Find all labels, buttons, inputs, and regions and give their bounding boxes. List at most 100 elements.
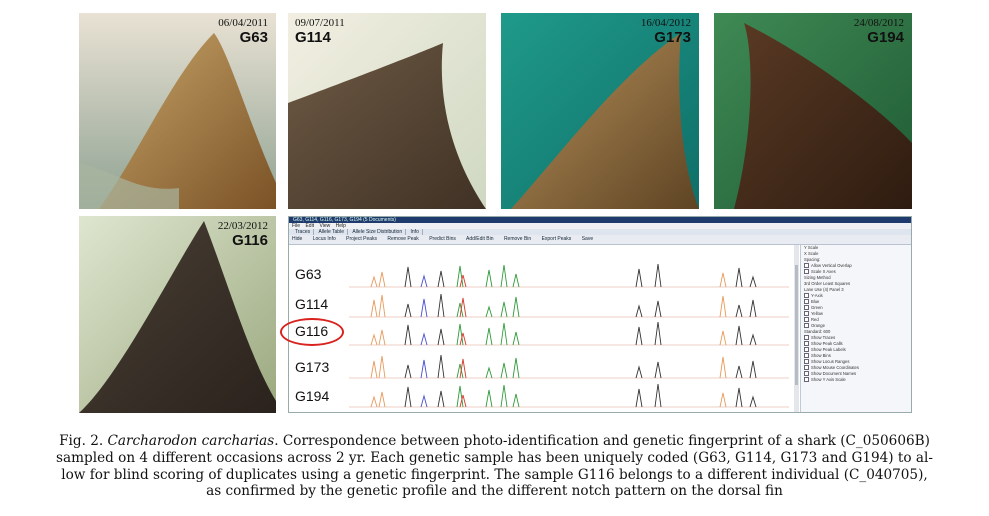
y-scale-control[interactable]: Y Scale xyxy=(804,245,819,250)
sample-label-g173: G173 xyxy=(295,359,330,375)
menu-view[interactable]: View xyxy=(319,223,331,229)
trace-area: G63 G114 G116 G173 G194 xyxy=(289,245,796,412)
trace-peak xyxy=(485,305,493,318)
trace-peak xyxy=(378,271,386,288)
trace-peak xyxy=(456,323,464,346)
photo-date: 22/03/2012 xyxy=(217,220,268,232)
trace-peak xyxy=(420,274,428,288)
trace-peak xyxy=(735,267,743,288)
menu-edit[interactable]: Edit xyxy=(305,223,315,229)
photo-date: 06/04/2011 xyxy=(218,17,268,29)
caption-line-3: low for blind scoring of duplicates usin… xyxy=(61,466,928,483)
photo-sample-id: G114 xyxy=(295,29,331,46)
trace-peak xyxy=(500,322,508,346)
remove-bin-button[interactable]: Remove Bin xyxy=(503,236,532,242)
trace-peak xyxy=(437,354,445,379)
trace-peak xyxy=(459,332,467,346)
trace-peak xyxy=(512,331,520,346)
trace-peak xyxy=(456,265,464,288)
trace-peak xyxy=(378,294,386,318)
caption-line-1: Fig. 2. Carcharodon carcharias. Correspo… xyxy=(0,433,989,450)
green-dye-checkbox[interactable]: Green xyxy=(801,305,911,311)
scale-x-axes-checkbox[interactable]: Scale X Axes xyxy=(801,269,911,275)
sizing-method-select[interactable]: 3rd Order Least Squares xyxy=(804,281,851,286)
trace-peak xyxy=(749,275,757,288)
trace-peak xyxy=(719,356,727,379)
photo-sample-id: G63 xyxy=(239,29,268,46)
trace-peak xyxy=(485,366,493,379)
trace-peak xyxy=(370,333,378,346)
trace-peak xyxy=(654,263,662,288)
photo-sample-id: G173 xyxy=(654,29,691,46)
trace-scrollbar[interactable] xyxy=(794,245,799,412)
trace-peak xyxy=(437,328,445,346)
trace-peak xyxy=(404,266,412,288)
trace-peak xyxy=(500,264,508,288)
trace-peak xyxy=(404,324,412,346)
photo-g116: 22/03/2012 G116 xyxy=(79,216,276,413)
trace-peak xyxy=(512,393,520,408)
caption-line-1-rest: . Correspondence between photo-identific… xyxy=(274,433,930,449)
trace-peak xyxy=(437,390,445,408)
trace-peak xyxy=(512,357,520,379)
fin-image-g63 xyxy=(79,13,276,209)
allow-vertical-overlap-checkbox[interactable]: Allow Vertical Overlap xyxy=(801,263,911,269)
save-button[interactable]: Save xyxy=(581,236,594,242)
trace-peak xyxy=(459,394,467,408)
spacing-control[interactable]: Spacing: xyxy=(804,257,821,262)
x-scale-control[interactable]: X Scale xyxy=(804,251,819,256)
trace-peak xyxy=(749,333,757,346)
tab-info[interactable]: Info xyxy=(408,229,423,235)
caption-line-2: sampled on 4 different occasions across … xyxy=(56,449,933,466)
sample-label-g63: G63 xyxy=(295,266,322,282)
red-dye-checkbox[interactable]: Red xyxy=(801,317,911,323)
show-document-names-checkbox[interactable]: Show Document Names xyxy=(801,371,911,377)
menu-bar: File Edit View Help xyxy=(289,223,911,229)
trace-peak xyxy=(437,270,445,288)
trace-peak xyxy=(404,386,412,408)
trace-peak xyxy=(378,355,386,379)
genotyping-software-window: G63, G114, G116, G173, G194 (5 Documents… xyxy=(288,216,912,413)
export-peaks-button[interactable]: Export Peaks xyxy=(541,236,572,242)
show-y-axis-scale-checkbox[interactable]: Show Y Axis Scale xyxy=(801,377,911,383)
show-bins-checkbox[interactable]: Show Bins xyxy=(801,353,911,359)
trace-peak xyxy=(456,363,464,379)
trace-peak xyxy=(370,395,378,408)
add-edit-bin-button[interactable]: Add/Edit Bin xyxy=(466,236,494,242)
project-peaks-button[interactable]: Project Peaks xyxy=(346,236,378,242)
trace-peak xyxy=(420,298,428,318)
trace-peak xyxy=(719,272,727,288)
show-locus-ranges-checkbox[interactable]: Show Locus Ranges xyxy=(801,359,911,365)
orange-dye-checkbox[interactable]: Orange xyxy=(801,323,911,329)
photo-g114: 09/07/2011 G114 xyxy=(288,13,486,209)
photo-date: 09/07/2011 xyxy=(295,17,345,29)
g116-highlight-circle xyxy=(280,318,344,346)
show-traces-checkbox[interactable]: Show Traces xyxy=(801,335,911,341)
menu-file[interactable]: File xyxy=(292,223,301,229)
yellow-dye-checkbox[interactable]: Yellow xyxy=(801,311,911,317)
blue-dye-checkbox[interactable]: Blue xyxy=(801,299,911,305)
trace-peak xyxy=(749,360,757,379)
trace-peak xyxy=(370,360,378,379)
trace-peak xyxy=(749,395,757,408)
trace-peak xyxy=(719,295,727,318)
trace-peak xyxy=(735,387,743,408)
trace-peak xyxy=(404,303,412,318)
show-peak-labels-checkbox[interactable]: Show Peak Labels xyxy=(801,347,911,353)
predict-bins-button[interactable]: Predict Bins xyxy=(429,236,456,242)
trace-peak xyxy=(370,275,378,288)
remove-peak-button[interactable]: Remove Peak xyxy=(387,236,419,242)
fin-image-g114 xyxy=(288,13,486,209)
show-peak-calls-checkbox[interactable]: Show Peak Calls xyxy=(801,341,911,347)
display-options-panel: Y Scale X Scale Spacing: Allow Vertical … xyxy=(800,245,911,412)
trace-peak xyxy=(404,364,412,379)
locus-info-button[interactable]: Locus Info xyxy=(312,236,336,242)
photo-g194: 24/08/2012 G194 xyxy=(714,13,912,209)
show-mouse-coordinates-checkbox[interactable]: Show Mouse Coordinates xyxy=(801,365,911,371)
hide-button[interactable]: Hide xyxy=(292,236,303,242)
electropherogram-traces xyxy=(349,263,789,408)
menu-help[interactable]: Help xyxy=(335,223,346,229)
photo-sample-id: G194 xyxy=(867,29,904,46)
lane-use-select[interactable]: Lane Use (4) Panel 3 xyxy=(804,287,844,292)
y-axis-checkbox[interactable]: Y-Axis xyxy=(801,293,911,299)
